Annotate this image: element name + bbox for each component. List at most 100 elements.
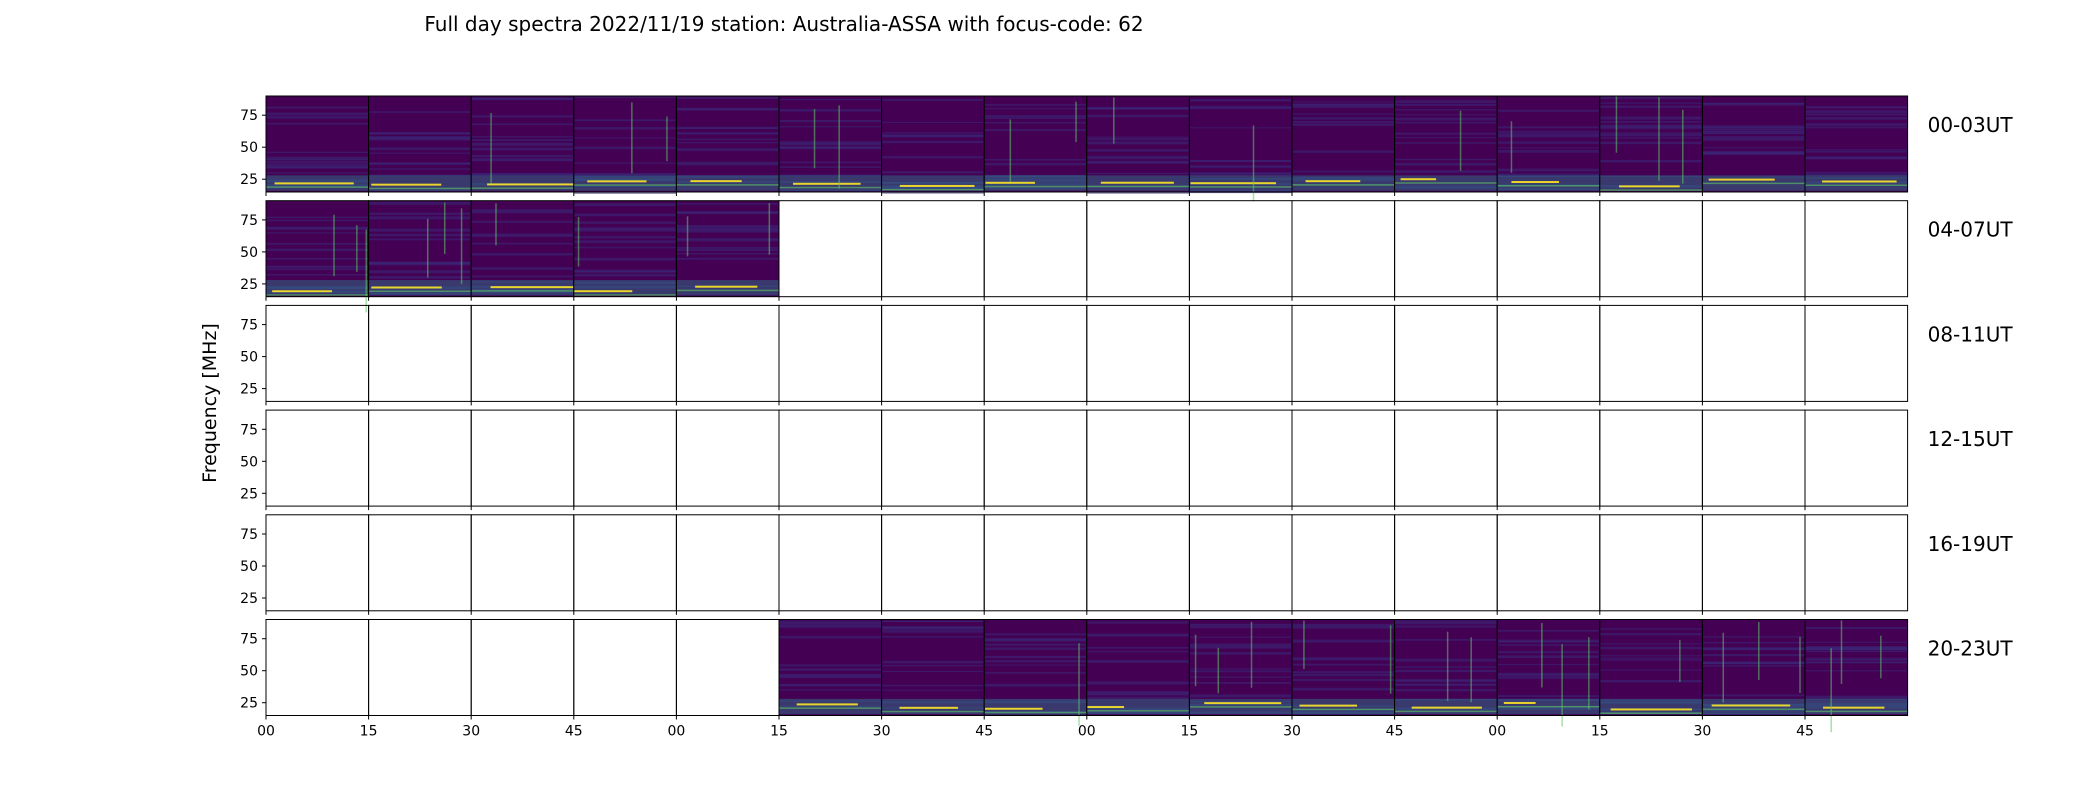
y-tick-label: 50: [240, 140, 258, 156]
noise-line: [1394, 639, 1498, 641]
noise-line: [471, 154, 574, 158]
spectrogram-panel: [675, 514, 780, 615]
noise-line: [1702, 136, 1805, 139]
noise-line: [1086, 660, 1190, 663]
panel-frame: [1086, 200, 1190, 298]
spectrogram-panel: [1804, 619, 1909, 733]
noise-line: [471, 173, 574, 176]
panel-frame: [573, 304, 677, 402]
panel-frame: [1291, 304, 1396, 402]
burst-line: [1194, 634, 1197, 687]
panel-frame: [1804, 304, 1909, 402]
noise-line: [368, 137, 472, 139]
panel-frame: [1804, 619, 1909, 716]
noise-line: [779, 181, 882, 183]
y-tick-label: 25: [240, 591, 258, 607]
bright-trace: [1823, 706, 1885, 709]
noise-line: [1805, 113, 1908, 116]
spectrogram-panel: [1394, 619, 1498, 720]
spectrogram-panel: [1804, 95, 1909, 196]
noise-line: [1805, 150, 1908, 153]
spectrogram-panel: [1086, 409, 1190, 511]
spectrogram-background: [471, 200, 574, 297]
noise-line: [881, 181, 985, 184]
spectrogram-panel: [1496, 304, 1601, 406]
green-trace: [676, 289, 779, 292]
spectrogram-panel: [1599, 304, 1703, 406]
noise-line: [471, 275, 574, 278]
green-trace: [881, 188, 985, 191]
noise-line: [1292, 121, 1395, 123]
noise-line: [881, 660, 985, 664]
noise-line: [1086, 141, 1190, 145]
noise-line: [1189, 177, 1292, 180]
spectrogram-panel: [983, 200, 1088, 301]
spectrogram-panel: [470, 514, 575, 615]
noise-line: [1702, 130, 1805, 133]
panel-frame: [675, 409, 780, 507]
burst-line: [333, 214, 335, 277]
noise-line: [368, 201, 472, 205]
noise-line: [779, 189, 882, 192]
noise-line: [881, 134, 985, 137]
green-trace: [1292, 184, 1395, 186]
noise-line: [266, 106, 369, 109]
noise-line: [1394, 142, 1498, 144]
spectra-row-08-11UT: 75 50 25 08-11UT: [240, 304, 2013, 406]
green-trace: [676, 184, 779, 186]
burst-line: [1459, 110, 1462, 171]
low-band: [779, 698, 882, 715]
noise-line: [1702, 636, 1805, 638]
spectrogram-panel: [265, 514, 370, 615]
noise-line: [676, 248, 779, 252]
burst-line: [1075, 101, 1077, 143]
noise-line: [779, 689, 882, 691]
noise-line: [1189, 668, 1292, 670]
noise-line: [266, 232, 369, 234]
noise-line: [881, 670, 985, 673]
noise-line: [573, 286, 677, 289]
panel-frame: [675, 304, 780, 402]
panel-frame: [778, 514, 883, 612]
green-trace: [471, 187, 574, 189]
noise-line: [779, 166, 882, 168]
spectrogram-panel: [1394, 514, 1498, 615]
noise-line: [1086, 682, 1190, 685]
noise-line: [676, 230, 779, 233]
noise-line: [779, 635, 882, 639]
bright-trace: [1503, 701, 1536, 704]
green-trace: [1394, 710, 1498, 713]
bright-trace: [1299, 704, 1358, 707]
noise-line: [1394, 132, 1498, 135]
noise-line: [266, 151, 369, 154]
panel-frame: [1804, 409, 1909, 507]
burst-line: [666, 116, 668, 162]
panel-frame: [1599, 200, 1703, 298]
noise-line: [266, 184, 369, 187]
noise-line: [1086, 155, 1190, 158]
noise-line: [266, 156, 369, 160]
noise-line: [1702, 125, 1805, 129]
noise-line: [1497, 126, 1600, 129]
noise-line: [1805, 641, 1908, 643]
burst-line: [838, 105, 840, 189]
noise-line: [1702, 647, 1805, 651]
green-trace: [1599, 189, 1703, 191]
noise-line: [881, 689, 985, 691]
y-axis-label: Frequency [MHz]: [199, 323, 221, 483]
noise-line: [779, 625, 882, 628]
noise-line: [779, 143, 882, 146]
noise-line: [676, 96, 779, 99]
burst-line: [1758, 622, 1760, 680]
spectrogram-panel: [778, 619, 883, 720]
x-tick-label: 45: [975, 724, 993, 740]
low-band: [676, 280, 779, 296]
noise-line: [1394, 170, 1498, 172]
noise-line: [471, 209, 574, 212]
green-trace: [1394, 182, 1498, 184]
noise-line: [984, 183, 1087, 186]
burst-line: [1541, 622, 1543, 688]
noise-line: [1805, 670, 1908, 672]
noise-line: [266, 219, 369, 222]
noise-line: [368, 292, 472, 295]
